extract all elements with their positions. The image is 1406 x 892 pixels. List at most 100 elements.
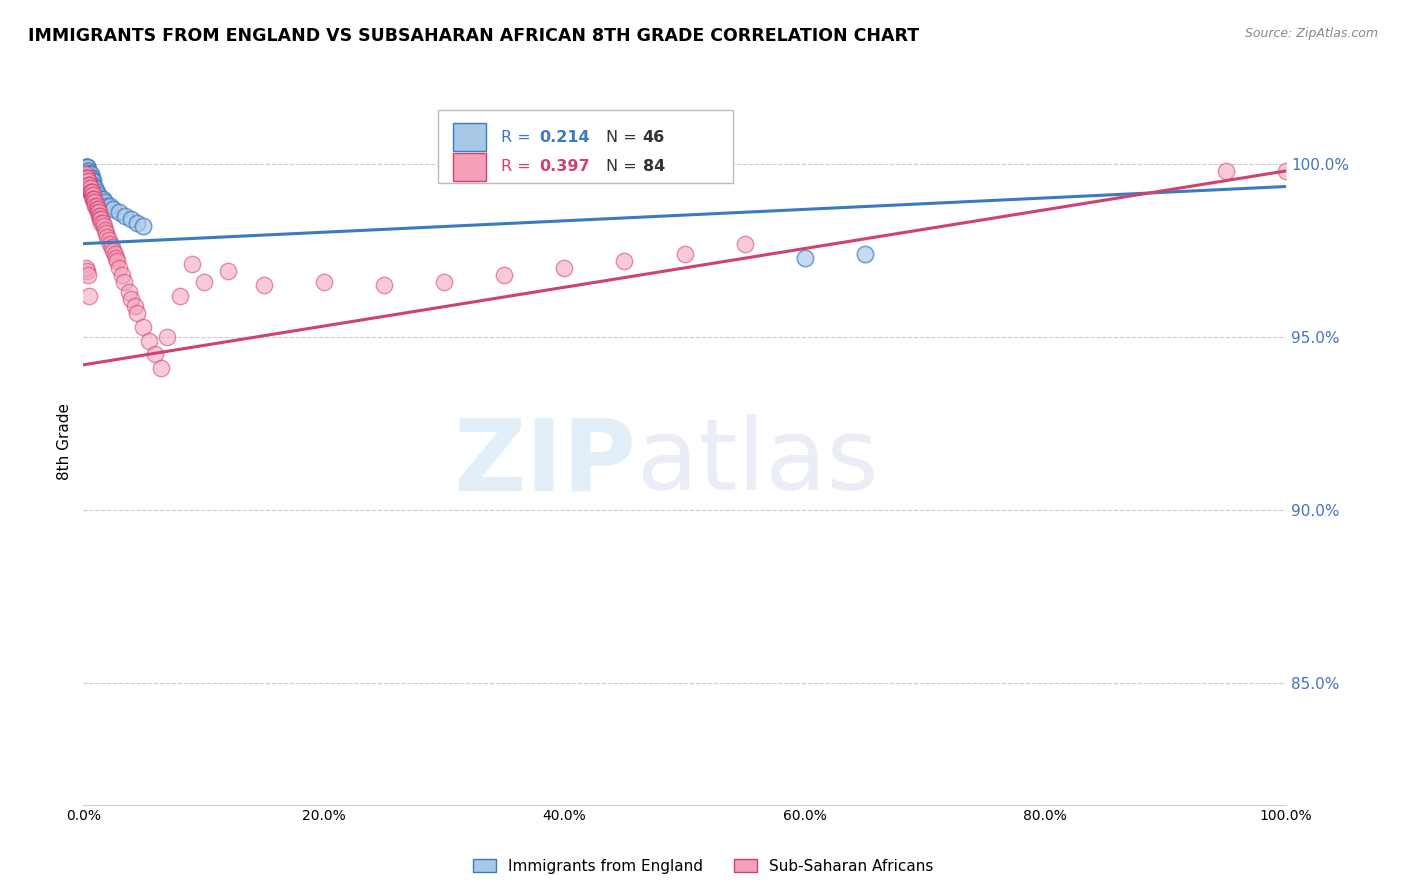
Point: [83, 192, 105, 206]
Point: [80, 188, 103, 202]
Point: [76, 264, 98, 278]
Point: [83, 195, 105, 210]
Point: [96, 198, 118, 212]
Point: [87, 192, 110, 206]
Point: [80, 174, 103, 188]
Point: [553, 260, 575, 275]
Point: [127, 306, 149, 320]
Point: [79, 181, 101, 195]
Point: [77, 268, 100, 282]
Point: [1215, 164, 1237, 178]
Point: [76, 170, 98, 185]
Text: 0.214: 0.214: [538, 129, 589, 145]
Point: [150, 361, 173, 376]
Point: [138, 334, 160, 348]
Text: ZIP: ZIP: [454, 415, 637, 511]
Point: [86, 202, 108, 216]
Point: [75, 164, 97, 178]
Point: [105, 254, 128, 268]
Point: [79, 168, 101, 182]
Point: [193, 275, 215, 289]
Point: [79, 181, 101, 195]
Point: [79, 185, 101, 199]
Point: [77, 168, 100, 182]
Text: 46: 46: [643, 129, 665, 145]
Point: [98, 236, 121, 251]
Point: [75, 260, 97, 275]
Point: [87, 192, 110, 206]
Point: [734, 236, 756, 251]
Point: [80, 170, 103, 185]
Point: [77, 174, 100, 188]
Point: [79, 178, 101, 192]
Point: [77, 164, 100, 178]
Point: [97, 233, 120, 247]
Point: [108, 260, 131, 275]
Point: [79, 168, 101, 182]
Point: [79, 288, 101, 302]
Point: [82, 178, 104, 192]
Point: [108, 205, 131, 219]
Point: [79, 168, 101, 182]
Point: [73, 181, 96, 195]
Text: R =: R =: [501, 129, 536, 145]
Point: [79, 185, 101, 199]
Point: [75, 168, 97, 182]
FancyBboxPatch shape: [439, 111, 733, 183]
Point: [111, 268, 134, 282]
Point: [79, 168, 101, 182]
Point: [87, 205, 110, 219]
Point: [132, 319, 155, 334]
Point: [91, 216, 114, 230]
Point: [87, 205, 110, 219]
Point: [79, 181, 101, 195]
Point: [98, 198, 121, 212]
Point: [83, 181, 105, 195]
Point: [75, 170, 97, 185]
Point: [101, 240, 124, 254]
Point: [120, 212, 142, 227]
Point: [79, 181, 101, 195]
Point: [169, 288, 191, 302]
Point: [145, 347, 167, 361]
Point: [82, 188, 104, 202]
Text: N =: N =: [606, 129, 643, 145]
Point: [73, 170, 96, 185]
Point: [79, 170, 101, 185]
Point: [103, 202, 125, 216]
Point: [1275, 164, 1298, 178]
Point: [84, 195, 107, 210]
Point: [132, 219, 155, 234]
Point: [75, 161, 97, 175]
Point: [83, 181, 105, 195]
Point: [793, 251, 815, 265]
Point: [77, 174, 100, 188]
Point: [77, 178, 100, 192]
Point: [494, 268, 516, 282]
Point: [76, 161, 98, 175]
Point: [80, 185, 103, 199]
Text: Source: ZipAtlas.com: Source: ZipAtlas.com: [1244, 27, 1378, 40]
FancyBboxPatch shape: [453, 153, 486, 181]
Point: [96, 229, 118, 244]
Point: [84, 181, 107, 195]
Point: [103, 244, 125, 258]
Point: [76, 170, 98, 185]
Point: [94, 227, 117, 241]
Point: [77, 168, 100, 182]
Point: [673, 247, 696, 261]
Point: [79, 181, 101, 195]
Text: 84: 84: [643, 160, 665, 174]
Point: [853, 247, 876, 261]
Point: [77, 164, 100, 178]
Point: [75, 168, 97, 182]
Point: [76, 161, 98, 175]
Point: [118, 285, 141, 300]
Point: [76, 164, 98, 178]
Point: [76, 170, 98, 185]
Point: [124, 299, 146, 313]
Point: [94, 195, 117, 210]
Point: [73, 168, 96, 182]
Text: IMMIGRANTS FROM ENGLAND VS SUBSAHARAN AFRICAN 8TH GRADE CORRELATION CHART: IMMIGRANTS FROM ENGLAND VS SUBSAHARAN AF…: [28, 27, 920, 45]
Point: [76, 174, 98, 188]
